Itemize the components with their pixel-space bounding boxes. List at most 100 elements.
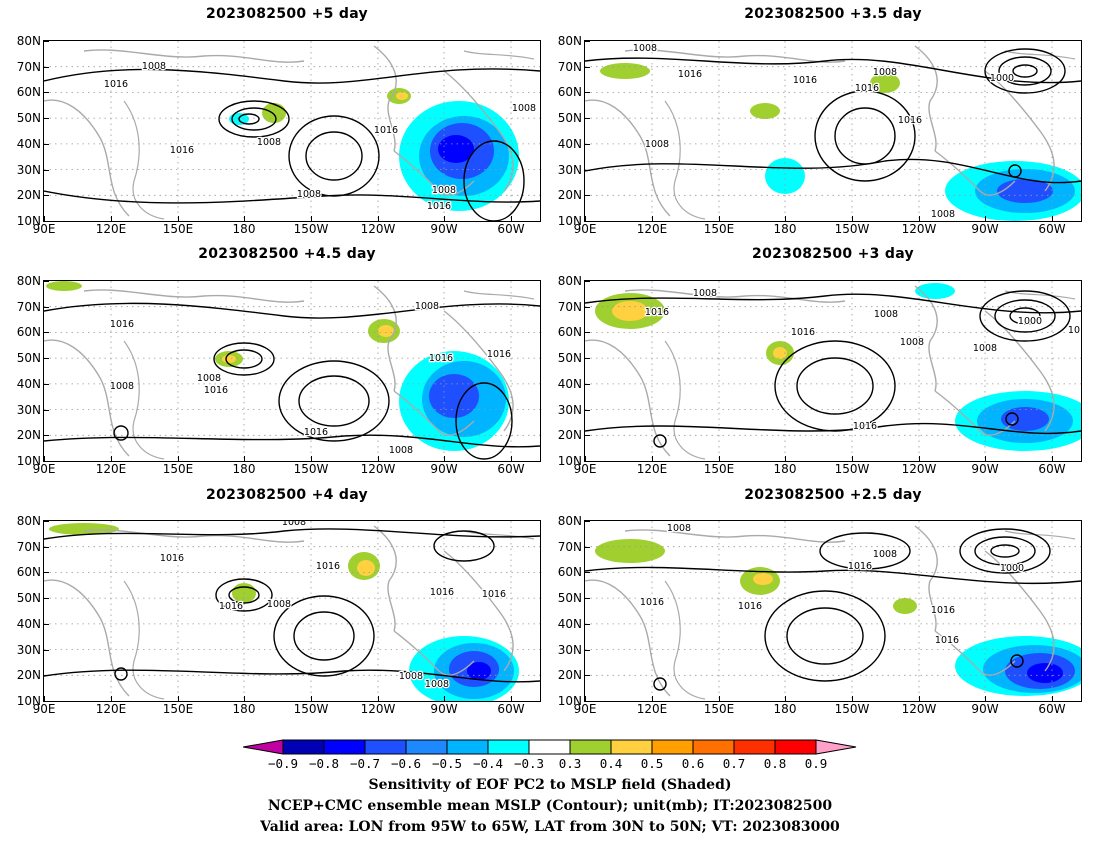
longitude-label: 150W [293,222,329,236]
lon-tick [919,456,920,462]
contour-label: 1016 [678,69,702,80]
caption-line2: NCEP+CMC ensemble mean MSLP (Contour); u… [267,798,833,814]
lon-tick [311,696,312,702]
longitude-label: 120E [95,222,127,236]
longitude-label: 150W [834,702,870,716]
forecast-map-panel: 1016 1008 1016 1008 1016 1016 1016 1008 1008 80N 7… [17,274,541,476]
longitude-label: 180 [773,222,797,236]
lon-tick [785,696,786,702]
latitude-label: 80N [557,274,582,288]
lat-tick [43,281,49,282]
lon-tick [652,696,653,702]
contour-label: 1008 [900,337,924,348]
latitude-label: 40N [557,136,582,151]
contour-label: 1008 [645,139,669,150]
lon-tick [111,696,112,702]
lat-tick [43,598,49,600]
longitude-label: 150E [162,702,194,716]
colorbar-tick-label: 0.8 [763,756,787,771]
lon-tick [919,216,920,222]
contour-label: 1016 [645,307,669,318]
colorbar-box [569,739,612,755]
colorbar-box [323,739,366,755]
lat-tick [584,435,590,437]
latitude-label: 60N [16,565,41,580]
latitude-label: 80N [557,514,582,528]
colorbar-box [733,739,776,755]
contour-label: 1008 [267,599,291,610]
lat-tick [43,521,49,522]
longitude-label: 180 [232,462,256,476]
panel-title: 2023082500 +4 day [206,487,368,503]
lat-tick [584,649,590,651]
colorbar-tick-label: −0.3 [513,756,545,771]
lat-tick [43,623,49,625]
forecast-map-panel: 1008 1008 1016 1016 1016 1016 1000 1016 80N 70N 60… [558,514,1082,716]
colorbar-box [282,739,325,755]
contour-label: 1000 [990,73,1014,84]
lon-tick [919,696,920,702]
contour-label: 1008 [873,549,897,560]
lat-tick [43,195,49,197]
mslp-sensitivity-map: 1008 1016 1016 1008 1016 1008 1000 1016 1008 [585,281,1081,461]
contour-label: 1016 [487,349,511,360]
contour-label: 1016 [793,75,817,86]
contour-label: 1008 [142,61,166,72]
panel-title: 2023082500 +4.5 day [198,246,376,262]
lat-tick [584,358,590,360]
longitude-label: 150W [293,702,329,716]
lat-tick [43,358,49,360]
colorbar [243,739,857,755]
lon-tick [178,456,179,462]
contour-label: 1008 [297,189,321,200]
contour-label: 1016 [427,201,451,212]
longitude-label: 60W [497,462,525,476]
lat-tick [43,675,49,677]
contour-label: 1016 [104,79,128,90]
contour-label: 1008 [197,373,221,384]
colorbar-tick-label: 0.9 [804,756,828,771]
latitude-label: 20N [16,668,41,683]
latitude-label: 30N [16,162,41,177]
longitude-label: 90E [573,462,597,476]
contour-label: 1016 [110,319,134,330]
contour-label: 1016 [304,427,328,438]
contour-label: 1016 [482,589,506,600]
lon-tick [511,456,512,462]
longitude-label: 150E [703,702,735,716]
lon-tick [719,696,720,702]
contour-label: 1008 [257,137,281,148]
lon-tick [444,456,445,462]
latitude-label: 30N [16,402,41,417]
lat-tick [43,306,49,308]
latitude-label: 20N [16,188,41,203]
colorbar-box [774,739,817,755]
lat-tick [43,435,49,437]
latitude-label: 30N [16,642,41,657]
colorbar-tick-label: −0.7 [349,756,381,771]
lon-tick [111,456,112,462]
colorbar-under-triangle [243,739,284,755]
lon-tick [378,456,379,462]
lat-tick [43,461,49,462]
contour-label: 1016 [855,83,879,94]
lat-tick [43,546,49,548]
colorbar-tick-label: −0.4 [472,756,504,771]
longitude-label: 150W [834,222,870,236]
longitude-label: 90W [430,462,458,476]
latitude-label: 80N [16,34,41,48]
latitude-label: 70N [557,299,582,314]
lon-tick [852,456,853,462]
longitude-label: 120E [95,702,127,716]
contour-label: 1008 [973,343,997,354]
lon-tick [985,456,986,462]
colorbar-box [364,739,407,755]
lon-tick [852,696,853,702]
longitude-label: 60W [497,222,525,236]
lat-tick [584,623,590,625]
lat-tick [43,332,49,334]
colorbar-box [528,739,571,755]
lat-tick [43,118,49,120]
colorbar-tick-label: −0.6 [390,756,422,771]
lon-tick [1052,216,1053,222]
